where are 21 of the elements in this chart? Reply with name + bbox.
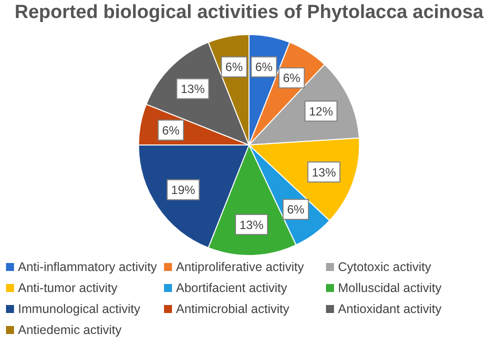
data-label: 6% (282, 71, 301, 86)
data-label: 13% (180, 82, 206, 96)
data-label: 13% (239, 218, 264, 232)
data-label: 13% (312, 165, 336, 180)
legend-label: Anti-inflammatory activity (18, 260, 157, 274)
legend-label: Cytotoxic activity (338, 260, 432, 274)
legend-label: Antimicrobial activity (176, 302, 290, 316)
chart-title: Reported biological activities of Phytolacca acinosa (14, 2, 484, 24)
data-label: 6% (287, 202, 305, 217)
data-label: 6% (255, 60, 273, 74)
legend-label: Immunological activity (18, 302, 140, 316)
legend-label: Antiproliferative activity (176, 260, 304, 274)
data-label: 6% (162, 123, 180, 138)
legend-label: Anti-tumor activity (18, 281, 118, 295)
data-label: 6% (225, 60, 244, 74)
data-label: 12% (308, 104, 334, 118)
legend-label: Molluscidal activity (338, 281, 442, 295)
legend-label: Abortifacient activity (176, 281, 288, 295)
legend-label: Antioxidant activity (338, 302, 442, 316)
data-label: 19% (171, 183, 196, 198)
legend-label: Antiedemic activity (18, 323, 122, 337)
